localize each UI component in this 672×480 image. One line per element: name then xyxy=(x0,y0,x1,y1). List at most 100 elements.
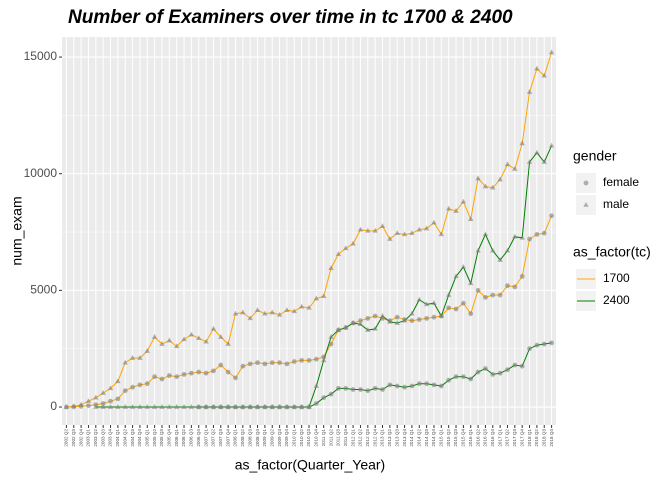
point xyxy=(460,300,466,306)
point xyxy=(144,404,150,409)
x-tick-label: 2004 Q2 xyxy=(122,429,127,447)
point xyxy=(225,404,231,410)
point xyxy=(166,404,173,409)
point xyxy=(284,361,290,367)
x-tick-label: 2015 Q1 xyxy=(439,429,444,447)
x-tick-label: 2017 Q2 xyxy=(505,429,510,447)
point xyxy=(335,327,342,332)
point xyxy=(453,306,459,312)
point xyxy=(394,320,400,325)
point xyxy=(115,378,121,384)
x-tick-label: 2006 Q2 xyxy=(181,429,186,447)
x-tick-label: 2005 Q1 xyxy=(144,429,149,447)
point xyxy=(173,343,180,349)
point xyxy=(218,362,224,368)
point xyxy=(416,226,422,232)
point xyxy=(210,325,217,331)
point xyxy=(211,368,216,374)
point xyxy=(541,230,547,236)
point xyxy=(490,371,496,377)
point xyxy=(534,342,540,348)
point xyxy=(365,388,371,394)
point xyxy=(343,385,349,391)
point xyxy=(548,142,555,148)
x-tick-label: 2002 Q3 xyxy=(71,429,76,447)
point xyxy=(247,361,253,367)
x-tick-label: 2009 Q1 xyxy=(262,429,267,447)
point xyxy=(313,356,319,362)
point xyxy=(115,396,121,402)
point xyxy=(328,341,334,347)
point xyxy=(401,231,408,237)
point xyxy=(137,404,143,409)
point xyxy=(372,325,378,331)
x-tick-label: 2010 Q3 xyxy=(306,429,311,447)
point xyxy=(343,324,349,330)
point xyxy=(122,388,128,394)
point xyxy=(504,247,511,253)
x-tick-label: 2002 Q2 xyxy=(64,429,69,447)
point xyxy=(291,404,297,410)
point xyxy=(490,292,496,298)
point xyxy=(108,398,113,404)
point xyxy=(343,245,349,251)
x-tick-label: 2014 Q1 xyxy=(409,429,414,447)
point xyxy=(424,381,430,387)
point xyxy=(93,394,99,400)
point xyxy=(453,374,459,380)
point xyxy=(358,387,363,392)
x-tick-label: 2018 Q2 xyxy=(534,429,539,447)
x-tick-label: 2013 Q2 xyxy=(387,429,392,447)
point xyxy=(232,310,239,316)
point xyxy=(247,404,253,410)
point xyxy=(159,341,165,346)
point xyxy=(166,373,172,378)
point xyxy=(115,404,121,409)
x-tick-label: 2004 Q4 xyxy=(137,429,142,447)
x-tick-label: 2015 Q3 xyxy=(453,429,458,447)
point xyxy=(358,318,363,324)
point xyxy=(549,340,554,346)
x-tick-label: 2018 Q4 xyxy=(549,429,554,447)
point xyxy=(475,247,481,253)
point xyxy=(328,265,334,271)
point xyxy=(107,404,114,409)
x-tick-label: 2018 Q1 xyxy=(527,429,532,447)
point xyxy=(379,223,386,229)
x-tick-label: 2014 Q2 xyxy=(416,429,421,447)
x-tick-label: 2003 Q4 xyxy=(108,429,113,447)
point xyxy=(129,355,136,360)
point xyxy=(445,292,452,297)
point xyxy=(196,335,202,341)
legend-label: male xyxy=(603,197,629,211)
point xyxy=(460,264,467,269)
point xyxy=(460,198,467,204)
point xyxy=(505,367,510,373)
point xyxy=(527,346,532,352)
point xyxy=(276,311,283,317)
point xyxy=(254,307,261,313)
point xyxy=(321,395,327,401)
x-tick-label: 2017 Q1 xyxy=(497,429,502,447)
point xyxy=(181,336,187,342)
x-tick-label: 2012 Q1 xyxy=(350,429,355,447)
point xyxy=(431,219,437,225)
point xyxy=(468,376,474,382)
point xyxy=(365,315,371,321)
point xyxy=(541,72,547,78)
point xyxy=(519,363,525,369)
x-tick-label: 2012 Q2 xyxy=(358,429,363,447)
y-tick-label: 5000 xyxy=(30,283,57,297)
point xyxy=(298,303,305,309)
point xyxy=(446,305,452,311)
x-tick-label: 2012 Q4 xyxy=(372,429,377,447)
point xyxy=(541,341,547,347)
point xyxy=(71,404,77,410)
point xyxy=(526,89,533,94)
x-tick-label: 2007 Q1 xyxy=(203,429,208,447)
legend-label: 2400 xyxy=(603,293,630,307)
point xyxy=(424,315,430,321)
point xyxy=(306,404,312,410)
point xyxy=(372,385,378,391)
x-tick-label: 2012 Q3 xyxy=(365,429,370,447)
